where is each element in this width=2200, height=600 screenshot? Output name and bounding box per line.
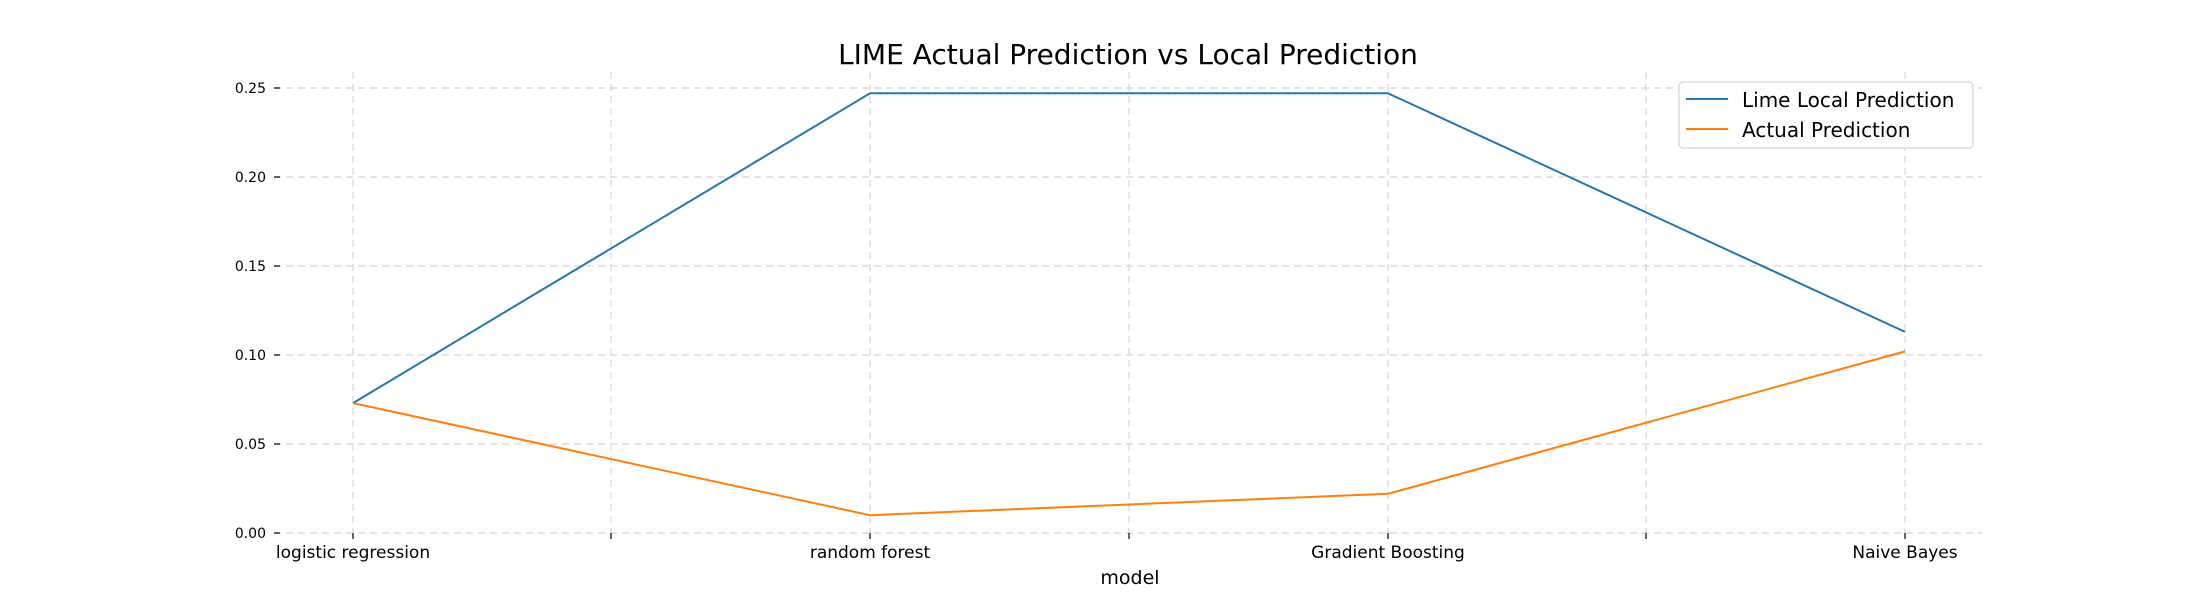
- grid: [274, 72, 1982, 534]
- x-tick-label: Naive Bayes: [1852, 543, 1957, 563]
- y-axis-ticks: 0.00 0.05 0.10 0.15 0.20 0.25: [235, 81, 280, 542]
- y-tick-label: 0.05: [235, 437, 266, 453]
- x-tick-label: logistic regression: [276, 543, 430, 563]
- y-tick-label: 0.00: [235, 526, 266, 542]
- y-tick-label: 0.25: [235, 81, 266, 97]
- y-tick-label: 0.20: [235, 170, 266, 186]
- legend: Lime Local Prediction Actual Prediction: [1678, 81, 1974, 149]
- legend-label-lime-local-prediction: Lime Local Prediction: [1742, 88, 1954, 112]
- x-axis-ticks: logistic regression random forest Gradient…: [276, 533, 1958, 563]
- x-axis-label: model: [1100, 567, 1159, 589]
- y-tick-label: 0.10: [235, 348, 266, 364]
- chart-title: LIME Actual Prediction vs Local Predicti…: [838, 38, 1418, 71]
- y-tick-label: 0.15: [235, 259, 266, 275]
- x-tick-label: random forest: [810, 543, 931, 563]
- series-line-lime-local-prediction: [352, 92, 1906, 404]
- legend-label-actual-prediction: Actual Prediction: [1742, 118, 1910, 142]
- series-line-actual-prediction: [352, 350, 1906, 517]
- legend-box: [1678, 81, 1974, 149]
- series-lines: [352, 92, 1906, 517]
- x-tick-label: Gradient Boosting: [1311, 543, 1465, 563]
